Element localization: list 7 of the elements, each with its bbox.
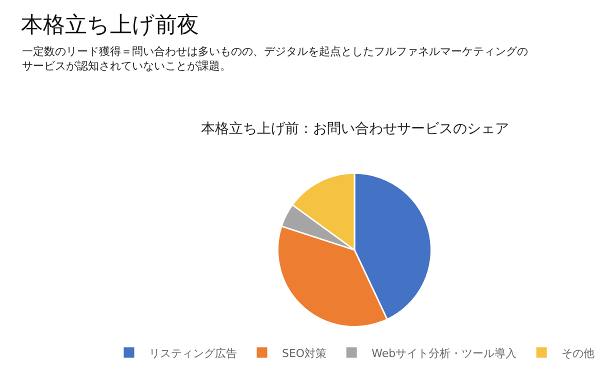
legend-label: Webサイト分析・ツール導入 (372, 346, 517, 360)
chart-title: 本格立ち上げ前夜 (21, 13, 199, 38)
legend-label: リスティング広告 (149, 346, 237, 360)
legend-label: その他 (562, 346, 595, 360)
chart-subtitle: 一定数のリード獲得＝問い合わせは多いものの、デジタルを起点としたフルファネルマーケティングのサービスが認知されていないことが課題。 (22, 45, 528, 72)
legend-label: SEO対策 (282, 346, 327, 360)
text: 本格立ち上げ前：お問い合わせサービスのシェア (201, 121, 509, 137)
